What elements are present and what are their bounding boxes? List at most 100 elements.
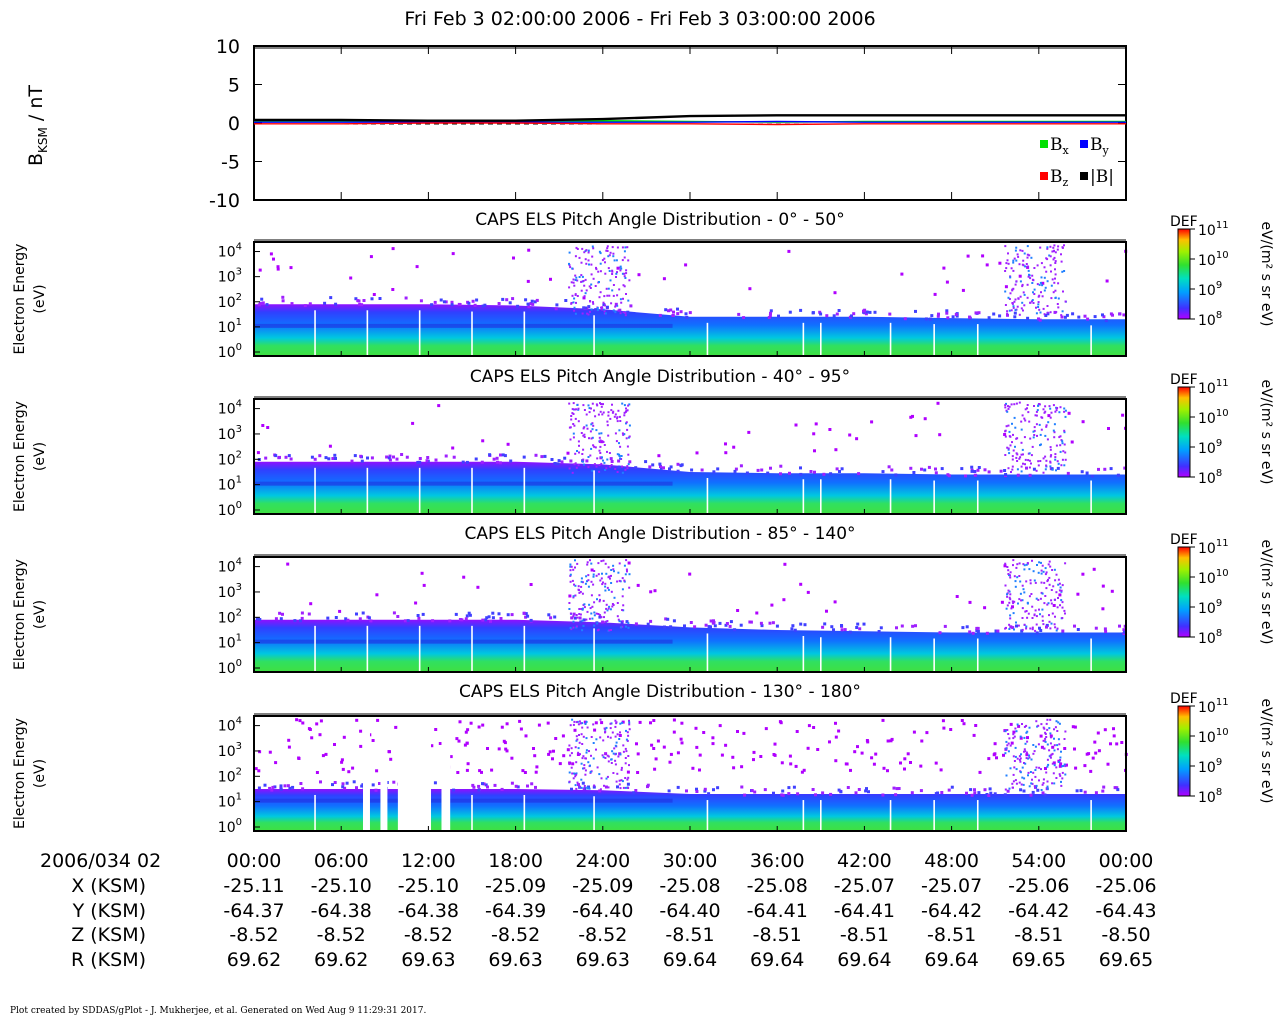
spectrogram-burst-pixel xyxy=(610,574,612,577)
spectrogram-sparse-pixel xyxy=(889,739,893,743)
spectrogram-sparse-pixel xyxy=(732,445,736,449)
spectrogram-burst-pixel xyxy=(1048,560,1051,563)
spectrogram-burst-pixel xyxy=(569,574,572,577)
ephemeris-value: -8.52 xyxy=(229,924,278,946)
spectrogram-fringe-pixel xyxy=(768,314,772,318)
spectrogram-burst-pixel xyxy=(603,295,606,298)
spectrogram-burst-pixel xyxy=(1046,305,1049,307)
spectrogram-burst-pixel xyxy=(581,722,584,725)
spectrogram-sparse-pixel xyxy=(903,757,907,761)
spectrogram-burst-pixel xyxy=(1008,737,1011,740)
time-tick-label: 42:00 xyxy=(837,850,892,872)
spectrogram-burst-pixel xyxy=(1051,752,1054,755)
spectrogram-burst-pixel xyxy=(575,466,578,469)
spectrogram-burst-pixel xyxy=(574,274,577,277)
spectrogram-fringe-pixel xyxy=(669,308,673,312)
spectrogram-burst-pixel xyxy=(614,311,617,314)
spectrogram-fringe-pixel xyxy=(780,793,784,797)
spectrogram-burst-pixel xyxy=(1048,583,1051,586)
spectrogram-sparse-pixel xyxy=(504,747,508,751)
spectrogram-fringe-pixel xyxy=(570,616,574,620)
spectrogram-sparse-pixel xyxy=(594,721,598,725)
spectrogram-sparse-pixel xyxy=(1026,736,1029,740)
spectrogram-fringe-pixel xyxy=(947,788,951,792)
spectrogram-sparse-pixel xyxy=(772,753,776,756)
spectrogram-burst-pixel xyxy=(615,272,618,275)
spectrogram-burst-pixel xyxy=(1028,274,1031,277)
spectrogram-sparse-pixel xyxy=(806,590,810,594)
spectrogram-burst-pixel xyxy=(1053,568,1056,571)
spectrogram-fringe-pixel xyxy=(1044,314,1048,317)
spectrogram-burst-pixel xyxy=(1011,441,1013,444)
spectrogram-burst-pixel xyxy=(1028,756,1031,759)
spectrogram-burst-pixel xyxy=(616,471,619,473)
colorbar-tick-label: 1010 xyxy=(1198,727,1229,746)
spectrogram-burst-pixel xyxy=(1045,424,1048,427)
spectrogram-sparse-pixel xyxy=(510,756,514,760)
spectrogram-fringe-pixel xyxy=(359,454,363,458)
spectrogram-burst-pixel xyxy=(1016,757,1019,760)
spectrogram-burst-pixel xyxy=(602,599,605,602)
spectrogram-burst-pixel xyxy=(1061,440,1064,443)
spectrogram-sparse-pixel xyxy=(920,739,924,743)
spectrogram-burst-pixel xyxy=(1056,748,1059,751)
spectrogram-fringe-pixel xyxy=(725,622,729,625)
spectrogram-fringe-pixel xyxy=(530,782,534,786)
spectrogram-burst-pixel xyxy=(589,771,592,773)
spectrogram-fringe-pixel xyxy=(950,785,954,789)
spectrogram-burst-pixel xyxy=(615,780,618,783)
spectrogram-sparse-pixel xyxy=(1073,747,1076,751)
spectrogram-sparse-pixel xyxy=(287,745,291,749)
spectrogram-fringe-pixel xyxy=(895,626,898,630)
spectrogram-burst-pixel xyxy=(572,723,575,726)
spectrogram-fringe-pixel xyxy=(672,310,675,314)
spectrogram-sparse-pixel xyxy=(289,266,293,270)
spectrogram-sparse-pixel xyxy=(551,757,554,761)
spectrogram-burst-pixel xyxy=(580,280,583,283)
spectrogram-fringe-pixel xyxy=(610,460,614,463)
spectrogram-fringe-pixel xyxy=(930,314,934,318)
spectrogram-burst-pixel xyxy=(1045,459,1048,462)
time-tick-label: 12:00 xyxy=(401,850,456,872)
spectrogram-burst-pixel xyxy=(1009,276,1012,279)
spectrogram-sparse-pixel xyxy=(903,767,906,771)
spectrogram-sparse-pixel xyxy=(800,770,804,774)
spectrogram-burst-pixel xyxy=(1050,736,1052,739)
spectrogram-burst-pixel xyxy=(570,752,573,755)
spectrogram-burst-pixel xyxy=(623,411,626,414)
spectrogram-sparse-pixel xyxy=(600,721,604,725)
spectrogram-fringe-pixel xyxy=(634,789,638,792)
spectrogram-burst-pixel xyxy=(1021,766,1024,769)
spectrogram-burst-pixel xyxy=(1020,470,1023,473)
spectrogram-burst-pixel xyxy=(618,429,621,432)
spectrogram-fringe-pixel xyxy=(483,303,487,307)
spectrogram-fringe-pixel xyxy=(877,630,881,633)
spectrogram-burst-pixel xyxy=(607,414,610,417)
spectrogram-burst-pixel xyxy=(1019,295,1022,298)
spectrogram-burst-pixel xyxy=(1042,782,1045,785)
spectrogram-burst-pixel xyxy=(1006,566,1009,568)
spectrogram-burst-pixel xyxy=(624,762,627,765)
spectrogram-sparse-pixel xyxy=(788,754,792,758)
spectrogram-burst-pixel xyxy=(611,273,614,275)
colorbar-tick-label: 109 xyxy=(1198,280,1222,299)
spectrogram-burst-pixel xyxy=(1011,422,1013,425)
spectrogram-fringe-pixel xyxy=(781,789,785,793)
spectrogram-burst-pixel xyxy=(576,616,579,619)
spectrogram-burst-pixel xyxy=(1033,785,1036,788)
spectrogram-burst-pixel xyxy=(1040,723,1043,726)
spectrogram-burst-pixel xyxy=(1059,756,1062,759)
spectrogram-fringe-pixel xyxy=(1025,466,1028,470)
spectrogram-burst-pixel xyxy=(1012,733,1015,736)
spectrogram-burst-pixel xyxy=(1063,609,1066,612)
spectrogram-burst-pixel xyxy=(1060,464,1063,467)
spectrogram-sparse-pixel xyxy=(568,761,572,765)
spectrogram-sparse-pixel xyxy=(654,757,658,761)
spectrogram-burst-pixel xyxy=(593,624,596,627)
spectrogram-burst-pixel xyxy=(624,411,627,413)
spectrogram-burst-pixel xyxy=(1004,730,1007,733)
spectrogram-burst-pixel xyxy=(1012,559,1015,562)
spectrogram-burst-pixel xyxy=(1034,745,1037,748)
spectrogram-fringe-pixel xyxy=(268,786,272,790)
spectrogram-sparse-pixel xyxy=(561,734,565,738)
